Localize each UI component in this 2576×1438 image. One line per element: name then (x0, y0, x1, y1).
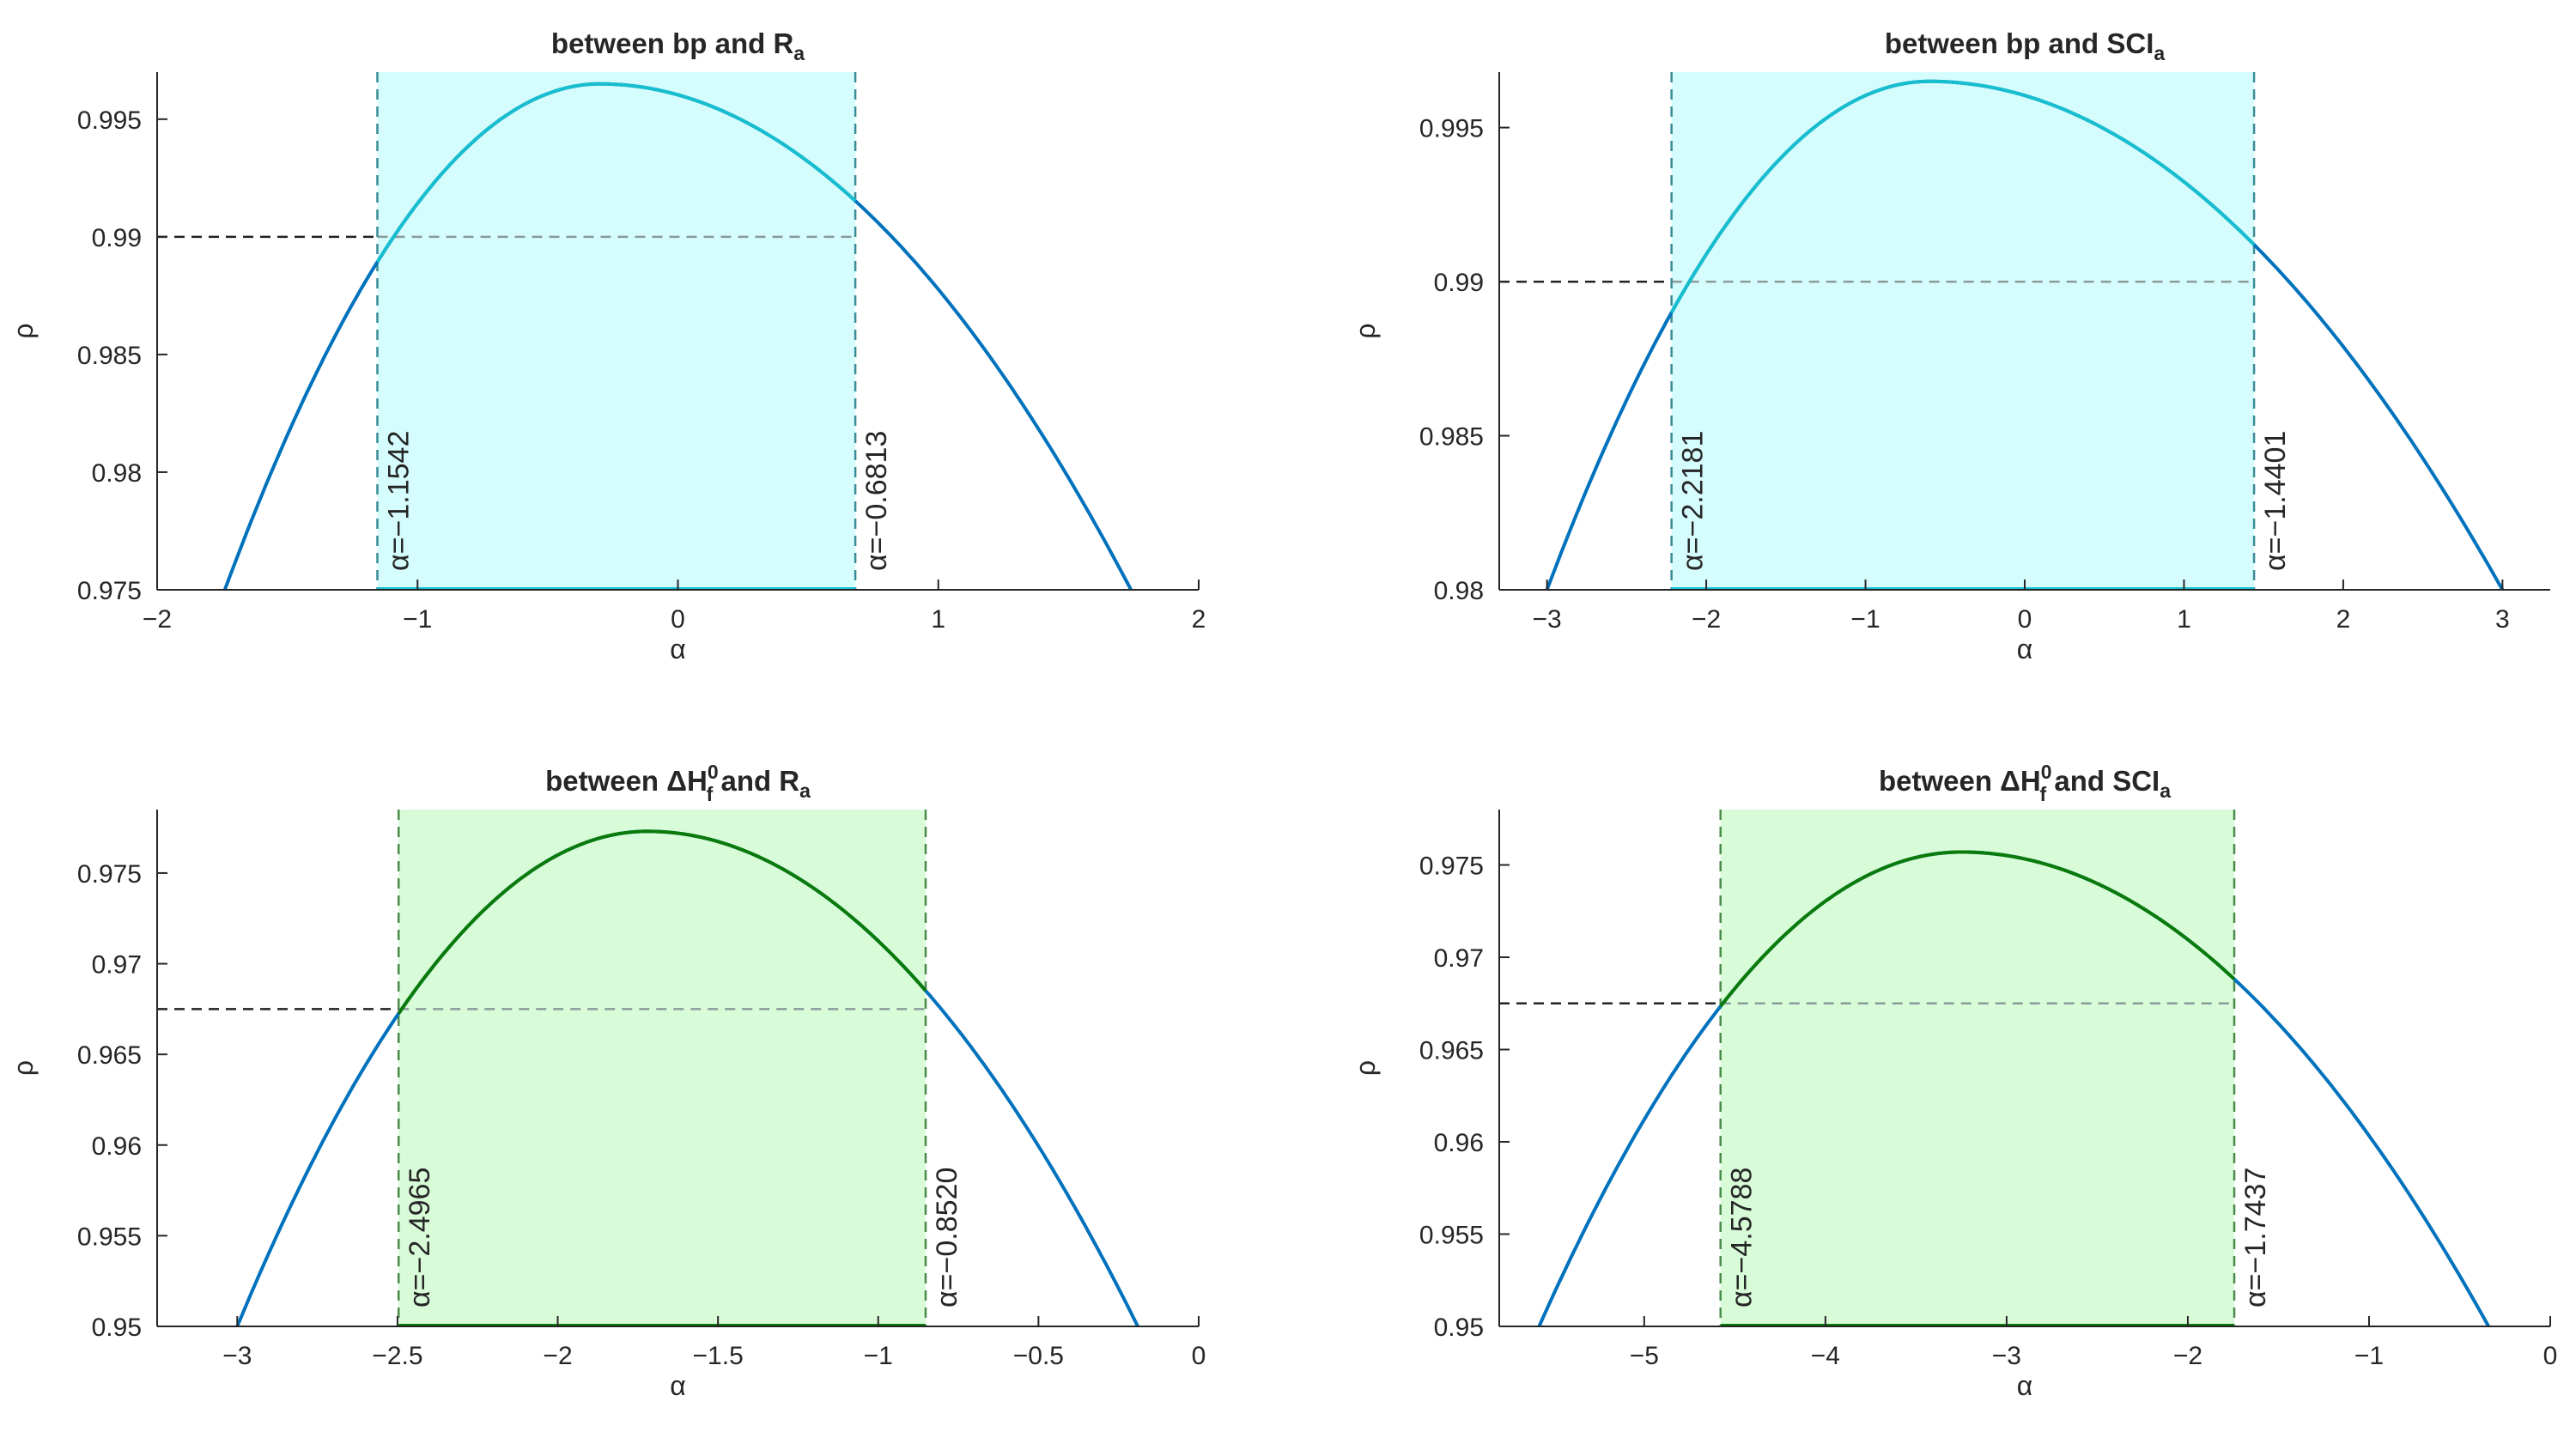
interval-shading (1671, 72, 2255, 590)
interval-left-label: α=−1.1542 (382, 431, 415, 571)
interval-right-label: α=−0.6813 (860, 431, 893, 571)
x-tick-label: −1 (1850, 605, 1880, 634)
highlighted-curve-segment (375, 82, 857, 264)
highlighted-curve-segment (397, 829, 927, 1015)
x-tick-label: −3 (1533, 605, 1562, 634)
x-tick-label: 0 (1192, 1342, 1206, 1370)
x-tick-label: 2 (1192, 605, 1206, 634)
interval-shading (377, 72, 856, 590)
x-tick-label: −5 (1630, 1342, 1659, 1370)
x-tick-label: −2 (143, 605, 172, 634)
title-subscript: f (707, 783, 714, 805)
x-tick-label: −3 (1992, 1342, 2021, 1370)
interval-left-label: α=−4.5788 (1726, 1168, 1759, 1308)
x-axis-label: α (2017, 634, 2033, 664)
title-main: between ΔH (545, 765, 708, 797)
y-axis-label: ρ (1350, 323, 1381, 338)
y-tick-label: 0.98 (1434, 577, 1484, 605)
y-axis-label: ρ (8, 323, 39, 338)
interval-right-label: α=−1.4401 (2259, 431, 2292, 571)
title-subscript: a (793, 42, 805, 64)
y-tick-label: 0.955 (77, 1223, 142, 1251)
y-tick-label: 0.995 (77, 106, 142, 135)
y-axis-label: ρ (8, 1060, 39, 1076)
chart-panel-2: −3 −2 −1 0 1 2 3 0.98 0.985 0.99 0.995 α ρ between bp… (1350, 27, 2550, 664)
y-tick-label: 0.95 (92, 1314, 142, 1342)
x-tick-label: 1 (931, 605, 945, 634)
y-tick-label: 0.985 (1419, 423, 1484, 452)
x-tick-label: −1 (864, 1342, 893, 1370)
chart-panel-1: −2 −1 0 1 2 0.975 0.98 0.985 0.99 0.995 α ρ between … (8, 27, 1206, 664)
y-tick-label: 0.96 (92, 1132, 142, 1161)
x-axis-label: α (2017, 1370, 2033, 1401)
chart-panel-3: −3 −2.5 −2 −1.5 −1 −0.5 0 0.95 0.955 0.96 0.965 0.9… (8, 761, 1206, 1401)
x-tick-label: −2.5 (372, 1342, 422, 1370)
interval-right-label: α=−1.7437 (2239, 1168, 2272, 1308)
x-tick-label: −2 (1692, 605, 1721, 634)
x-tick-label: −3 (222, 1342, 252, 1370)
interval-shading (1720, 810, 2235, 1326)
x-axis-label: α (670, 1370, 686, 1401)
title-tail: and SCI (2046, 765, 2160, 797)
y-tick-label: 0.97 (92, 951, 142, 980)
title-superscript: 0 (2041, 761, 2052, 783)
x-tick-label: −1 (2354, 1342, 2384, 1370)
y-axis-label: ρ (1350, 1060, 1381, 1076)
y-tick-label: 0.95 (1434, 1314, 1484, 1342)
y-tick-label: 0.995 (1419, 115, 1484, 143)
y-tick-label: 0.985 (77, 342, 142, 370)
title-superscript: 0 (708, 761, 719, 783)
y-tick-label: 0.955 (1419, 1222, 1484, 1250)
interval-right-label: α=−0.8520 (931, 1168, 963, 1308)
interval-shading (398, 810, 927, 1326)
interval-left-label: α=−2.2181 (1677, 431, 1710, 571)
y-tick-label: 0.98 (92, 459, 142, 488)
title-main: between ΔH (1879, 765, 2041, 797)
title-tail: and R (713, 765, 799, 797)
y-tick-label: 0.975 (1419, 852, 1484, 881)
title-tail-subscript: a (2160, 780, 2171, 802)
y-tick-label: 0.97 (1434, 944, 1484, 973)
title-subscript: f (2040, 783, 2047, 805)
x-tick-label: 0 (2543, 1342, 2558, 1370)
highlighted-curve-segment (1719, 850, 2236, 1008)
x-axis-label: α (670, 634, 686, 664)
x-tick-label: −2 (543, 1342, 572, 1370)
x-tick-label: −2 (2173, 1342, 2202, 1370)
title-subscript: a (2154, 42, 2165, 64)
y-tick-label: 0.975 (77, 577, 142, 605)
x-tick-label: 0 (2018, 605, 2032, 634)
y-tick-label: 0.965 (77, 1041, 142, 1070)
highlighted-curve-segment (1669, 79, 2256, 313)
chart-panel-4: −5 −4 −3 −2 −1 0 0.95 0.955 0.96 0.965 0.97 0.975 α ρ… (1350, 761, 2557, 1401)
x-tick-label: −4 (1811, 1342, 1840, 1370)
y-tick-label: 0.96 (1434, 1129, 1484, 1157)
x-tick-label: 3 (2495, 605, 2510, 634)
chart-title: between bp and Ra (551, 27, 805, 64)
x-tick-label: 0 (671, 605, 685, 634)
y-tick-label: 0.99 (1434, 269, 1484, 297)
y-tick-label: 0.965 (1419, 1037, 1484, 1065)
title-tail-subscript: a (799, 780, 811, 802)
y-tick-label: 0.975 (77, 860, 142, 889)
title-main: between bp and R (551, 27, 794, 59)
chart-title: between ΔH0 f and SCIa (1879, 761, 2171, 805)
x-tick-label: 2 (2336, 605, 2351, 634)
interval-left-label: α=−2.4965 (404, 1168, 436, 1308)
x-tick-label: −1 (403, 605, 432, 634)
x-tick-label: −0.5 (1013, 1342, 1064, 1370)
y-tick-label: 0.99 (92, 224, 142, 252)
chart-title: between ΔH0 f and Ra (545, 761, 811, 805)
chart-title: between bp and SCIa (1885, 27, 2166, 64)
x-tick-label: −1.5 (693, 1342, 744, 1370)
x-tick-label: 1 (2177, 605, 2191, 634)
title-main: between bp and SCI (1885, 27, 2154, 59)
